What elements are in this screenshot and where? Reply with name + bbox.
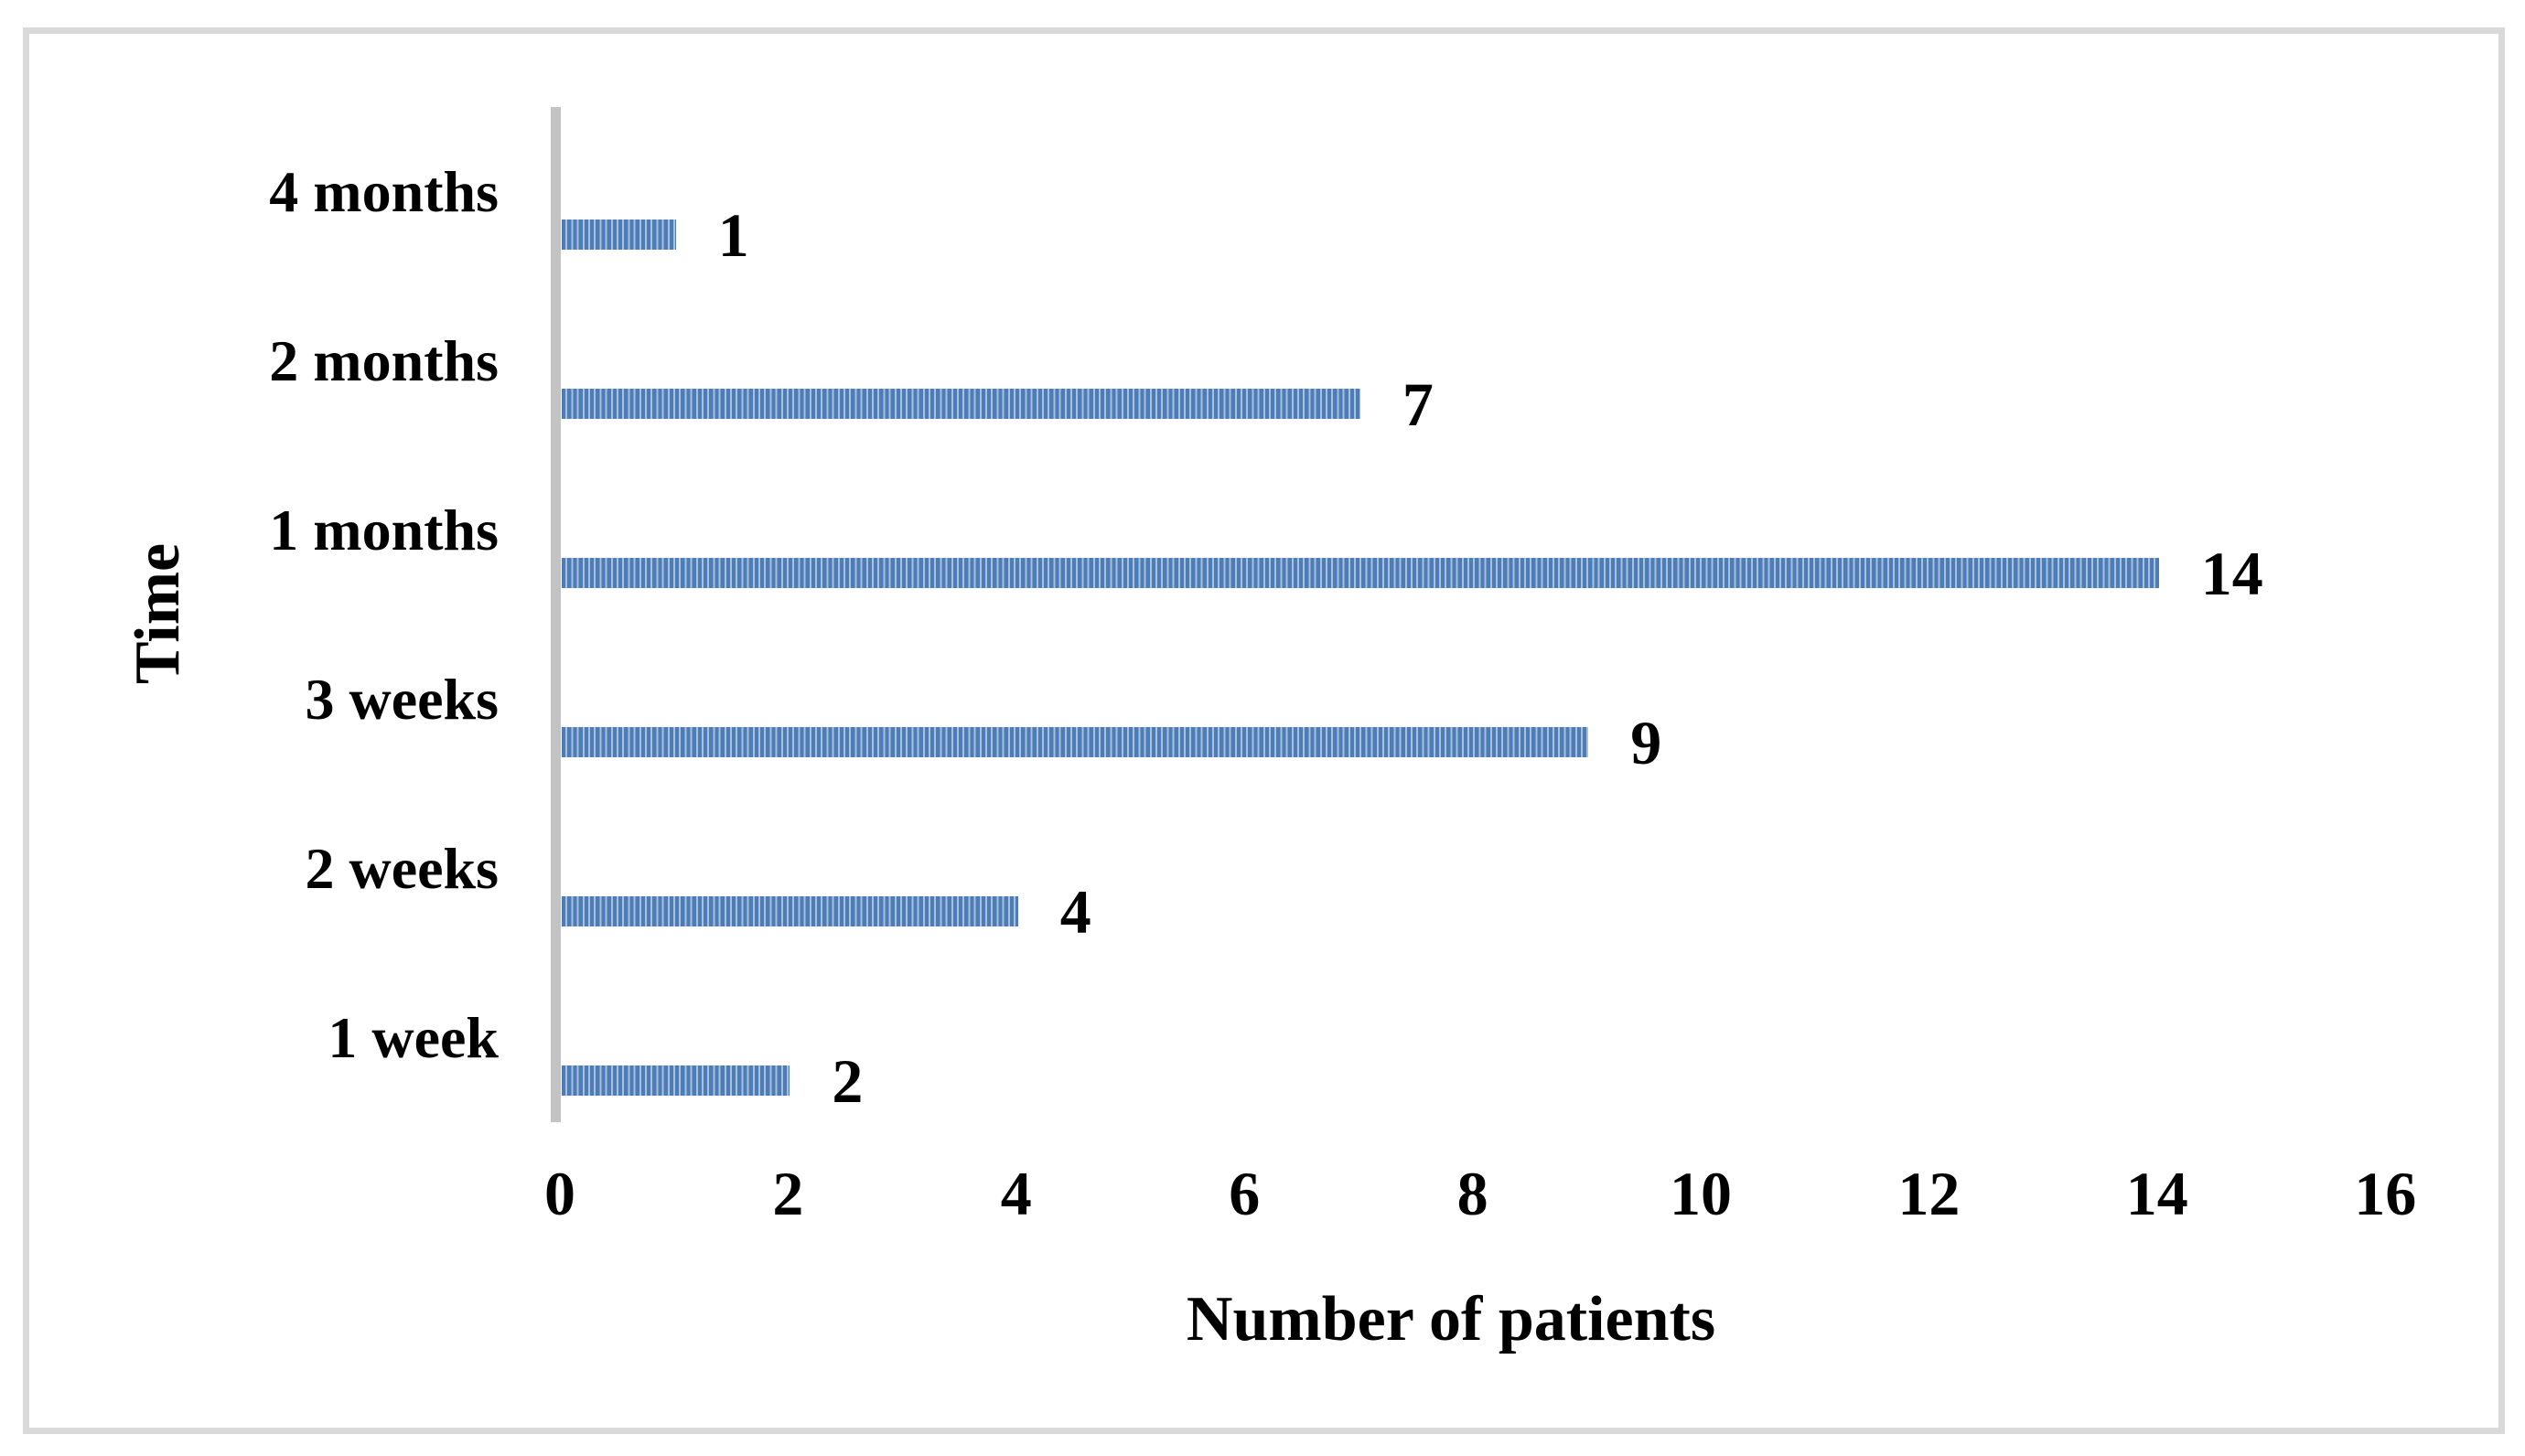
category-label: 2 months <box>269 327 499 393</box>
y-axis-title: Time <box>123 542 193 685</box>
category-label: 2 weeks <box>305 835 499 901</box>
bar <box>562 896 1018 926</box>
x-tick-label: 10 <box>1670 1159 1732 1228</box>
x-tick-label: 14 <box>2125 1159 2188 1228</box>
x-tick-label: 16 <box>2354 1159 2417 1228</box>
bar <box>562 389 1360 419</box>
x-tick-label: 4 <box>1000 1159 1032 1228</box>
x-tick-label: 8 <box>1456 1159 1488 1228</box>
y-axis-line <box>551 107 561 1122</box>
category-label: 1 months <box>269 497 499 562</box>
category-label: 1 week <box>328 1004 499 1070</box>
x-axis-title: Number of patients <box>1186 1284 1716 1354</box>
category-label: 3 weeks <box>305 666 499 732</box>
bar <box>562 219 676 250</box>
x-tick-label: 0 <box>544 1159 575 1228</box>
bar-value-label: 14 <box>2200 538 2263 608</box>
bar <box>562 1065 790 1096</box>
category-label: 4 months <box>269 158 499 224</box>
chart-frame-border <box>23 27 2505 1434</box>
x-tick-label: 2 <box>772 1159 804 1228</box>
x-tick-label: 12 <box>1897 1159 1961 1228</box>
bar-value-label: 1 <box>717 199 749 270</box>
bar-value-label: 9 <box>1630 707 1662 777</box>
bar <box>562 558 2159 588</box>
bar-value-label: 2 <box>832 1045 864 1116</box>
x-tick-label: 6 <box>1229 1159 1261 1228</box>
bar-value-label: 4 <box>1059 876 1091 947</box>
bar-value-label: 7 <box>1402 369 1434 439</box>
bar <box>562 727 1589 757</box>
